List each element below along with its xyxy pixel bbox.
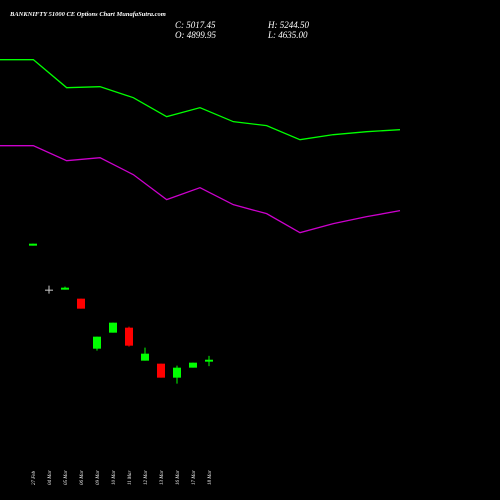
candle-body — [29, 243, 37, 246]
indicator-line — [0, 145, 401, 234]
x-tick-label: 17 Mar — [192, 470, 197, 485]
x-tick-label: 10 Mar — [112, 470, 117, 485]
chart-title: BANKNIFTY 51000 CE Options Chart MunafaS… — [9, 11, 166, 18]
x-tick-label: 27 Feb — [32, 470, 37, 485]
candle-body — [157, 363, 165, 378]
ohlc-high: H: 5244.50 — [267, 20, 309, 30]
x-tick-label: 13 Mar — [160, 470, 165, 485]
x-tick-label: 09 Mar — [96, 470, 101, 485]
x-tick-label: 11 Mar — [128, 470, 133, 485]
candle-body — [189, 362, 197, 368]
x-tick-label: 04 Mar — [48, 470, 53, 485]
x-tick-label: 16 Mar — [176, 470, 181, 485]
x-tick-label: 05 Mar — [64, 470, 69, 485]
indicator-line — [0, 59, 401, 141]
candle-body — [141, 353, 149, 361]
candle-body — [125, 327, 133, 346]
candle-body — [45, 289, 53, 291]
candle-body — [173, 367, 181, 378]
candle-body — [77, 298, 85, 309]
candle-body — [93, 336, 101, 349]
ohlc-open: O: 4899.95 — [175, 30, 216, 40]
ohlc-low: L: 4635.00 — [267, 30, 308, 40]
x-tick-label: 18 Mar — [208, 470, 213, 485]
candle-body — [109, 322, 117, 333]
candle-body — [61, 287, 69, 290]
candle-body — [205, 359, 213, 362]
x-tick-label: 06 Mar — [80, 470, 85, 485]
ohlc-close: C: 5017.45 — [175, 20, 216, 30]
x-tick-label: 12 Mar — [144, 470, 149, 485]
